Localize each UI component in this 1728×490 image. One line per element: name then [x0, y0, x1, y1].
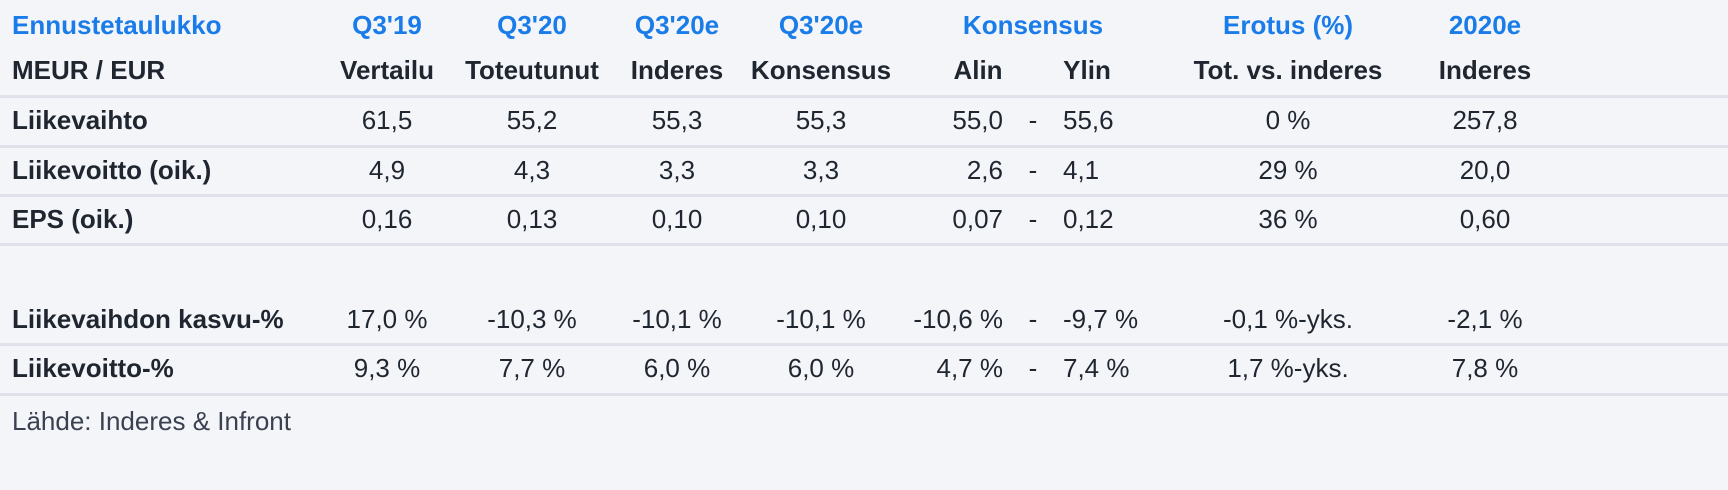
subheader-tot-vs-inderes: Tot. vs. inderes	[1193, 55, 1383, 85]
cell-erotus: -0,1 %-yks.	[1222, 304, 1354, 334]
cell-toteutunut: 7,7 %	[498, 353, 566, 383]
cell-alin: -10,6 %	[913, 304, 1003, 334]
row-divider	[0, 145, 1728, 148]
subheader-inderes-2020e: Inderes	[1438, 55, 1532, 85]
cell-toteutunut: -10,3 %	[487, 304, 577, 334]
subheader-ylin: Ylin	[1063, 55, 1111, 85]
cell-konsensus: -10,1 %	[776, 304, 866, 334]
header-row-periods: Ennustetaulukko Q3'19 Q3'20 Q3'20e Q3'20…	[0, 0, 1728, 50]
header-divider	[0, 95, 1728, 98]
unit-label: MEUR / EUR	[12, 55, 166, 85]
cell-2020e: -2,1 %	[1447, 304, 1523, 334]
range-dash: -	[1028, 105, 1038, 135]
col-header-q320: Q3'20	[497, 10, 567, 40]
row-label: Liikevaihdon kasvu-%	[12, 304, 284, 334]
cell-toteutunut: 0,13	[506, 204, 558, 234]
cell-alin: 0,07	[952, 204, 1003, 234]
cell-inderes: 55,3	[651, 105, 703, 135]
table-row: Liikevoitto (oik.) 4,9 4,3 3,3 3,3 2,6 -…	[0, 145, 1728, 195]
source-note: Lähde: Inderes & Infront	[12, 406, 291, 436]
cell-inderes: 0,10	[651, 204, 703, 234]
cell-inderes: 3,3	[658, 155, 696, 185]
row-label: Liikevoitto (oik.)	[12, 155, 212, 185]
range-dash: -	[1028, 155, 1038, 185]
cell-vertailu: 17,0 %	[346, 304, 428, 334]
col-header-q319: Q3'19	[352, 10, 422, 40]
cell-erotus: 36 %	[1258, 204, 1318, 234]
cell-vertailu: 0,16	[361, 204, 413, 234]
subheader-konsensus: Konsensus	[750, 55, 892, 85]
col-header-erotus: Erotus (%)	[1223, 10, 1353, 40]
cell-erotus: 29 %	[1258, 155, 1318, 185]
col-header-konsensus-range: Konsensus	[962, 10, 1104, 40]
range-dash: -	[1028, 304, 1038, 334]
header-row-subtitles: MEUR / EUR Vertailu Toteutunut Inderes K…	[0, 45, 1728, 95]
cell-konsensus: 55,3	[795, 105, 847, 135]
row-divider	[0, 343, 1728, 346]
col-header-q320e-inderes: Q3'20e	[634, 10, 720, 40]
table-row: Liikevaihdon kasvu-% 17,0 % -10,3 % -10,…	[0, 294, 1728, 344]
subheader-alin: Alin	[953, 55, 1003, 85]
row-label: Liikevoitto-%	[12, 353, 174, 383]
cell-konsensus: 0,10	[795, 204, 847, 234]
range-dash: -	[1028, 204, 1038, 234]
subheader-vertailu: Vertailu	[340, 55, 434, 85]
subheader-inderes: Inderes	[630, 55, 724, 85]
cell-alin: 2,6	[966, 155, 1003, 185]
table-row: Liikevoitto-% 9,3 % 7,7 % 6,0 % 6,0 % 4,…	[0, 343, 1728, 393]
cell-inderes: 6,0 %	[643, 353, 711, 383]
cell-ylin: -9,7 %	[1063, 304, 1139, 334]
cell-2020e: 0,60	[1459, 204, 1511, 234]
cell-alin: 55,0	[952, 105, 1003, 135]
cell-2020e: 257,8	[1452, 105, 1518, 135]
cell-konsensus: 6,0 %	[787, 353, 855, 383]
cell-toteutunut: 55,2	[506, 105, 558, 135]
cell-ylin: 0,12	[1063, 204, 1114, 234]
row-label: Liikevaihto	[12, 105, 148, 135]
table-row: EPS (oik.) 0,16 0,13 0,10 0,10 0,07 - 0,…	[0, 194, 1728, 244]
cell-2020e: 20,0	[1459, 155, 1511, 185]
cell-ylin: 55,6	[1063, 105, 1114, 135]
cell-vertailu: 61,5	[361, 105, 413, 135]
table-row: Liikevaihto 61,5 55,2 55,3 55,3 55,0 - 5…	[0, 95, 1728, 145]
row-divider	[0, 393, 1728, 396]
row-divider	[0, 194, 1728, 197]
cell-konsensus: 3,3	[802, 155, 840, 185]
cell-toteutunut: 4,3	[513, 155, 551, 185]
range-dash: -	[1028, 353, 1038, 383]
table-title: Ennustetaulukko	[12, 10, 222, 40]
cell-2020e: 7,8 %	[1451, 353, 1519, 383]
cell-ylin: 4,1	[1063, 155, 1100, 185]
col-header-2020e: 2020e	[1448, 10, 1522, 40]
subheader-toteutunut: Toteutunut	[465, 55, 599, 85]
cell-vertailu: 9,3 %	[353, 353, 421, 383]
row-label: EPS (oik.)	[12, 204, 134, 234]
cell-vertailu: 4,9	[368, 155, 406, 185]
col-header-q320e-konsensus: Q3'20e	[778, 10, 864, 40]
cell-inderes: -10,1 %	[632, 304, 722, 334]
cell-alin: 4,7 %	[936, 353, 1004, 383]
cell-erotus: 0 %	[1265, 105, 1311, 135]
cell-erotus: 1,7 %-yks.	[1227, 353, 1349, 383]
row-divider	[0, 243, 1728, 246]
cell-ylin: 7,4 %	[1063, 353, 1130, 383]
